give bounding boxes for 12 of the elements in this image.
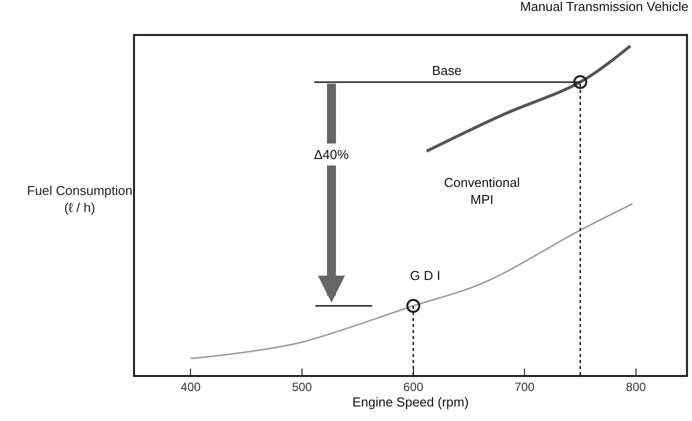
chart-title: Manual Transmission Vehicle: [520, 0, 689, 14]
x-tick-label: 600: [403, 380, 424, 394]
y-axis-title: Fuel Consumption (ℓ / h): [27, 183, 132, 215]
x-tick-label: 800: [626, 380, 646, 394]
x-tick-label: 400: [180, 380, 201, 394]
x-tick-label: 700: [514, 380, 535, 394]
x-tick-label: 500: [292, 380, 312, 394]
series-label: Base: [432, 63, 462, 78]
annotation: Δ40%: [314, 147, 350, 162]
x-axis-title: Engine Speed (rpm): [352, 394, 469, 410]
text: Conventional MPI: [444, 175, 520, 207]
series-label: G D I: [410, 268, 440, 283]
